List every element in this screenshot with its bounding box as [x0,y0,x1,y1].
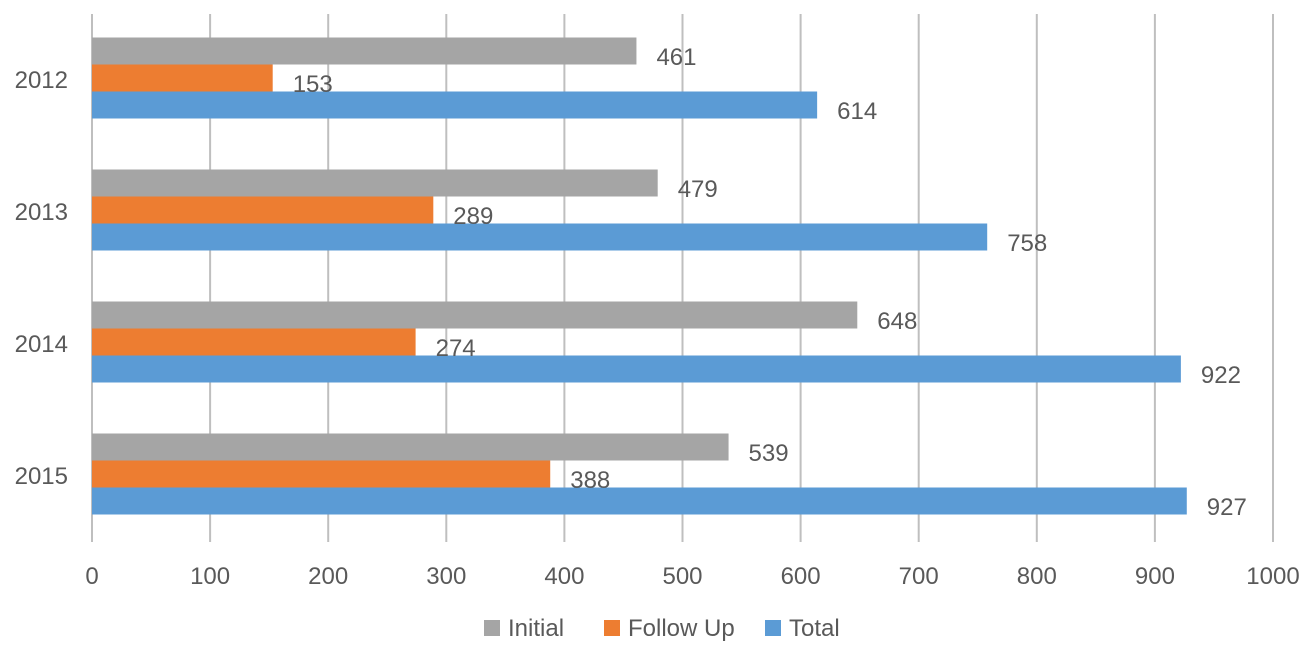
bar-total [92,91,818,119]
bar-initial [92,37,637,65]
legend-label: Initial [508,615,564,642]
x-tick-label: 900 [1135,563,1175,590]
legend-swatch [484,620,500,636]
data-label: 648 [877,308,917,335]
data-label: 927 [1207,494,1247,521]
data-label: 479 [678,176,718,203]
data-label: 758 [1007,230,1047,257]
x-tick-label: 400 [544,563,584,590]
bar-total [92,355,1181,383]
y-axis-category-labels: 2012 2013 2014 2015 [15,67,68,490]
x-tick-label: 500 [662,563,702,590]
data-label: 388 [570,467,610,494]
x-tick-label: 1000 [1246,563,1299,590]
legend: Initial Follow Up Total [484,615,840,642]
x-tick-label: 700 [899,563,939,590]
x-tick-label: 200 [308,563,348,590]
data-label: 539 [749,440,789,467]
bar-initial [92,169,658,197]
legend-swatch [604,620,620,636]
legend-label: Total [789,615,840,642]
x-tick-label: 800 [1017,563,1057,590]
data-label: 274 [436,335,476,362]
bar-initial [92,301,858,329]
bars [92,37,1187,515]
x-tick-label: 300 [426,563,466,590]
x-tick-label: 0 [85,563,98,590]
bar-follow-up [92,64,273,92]
data-label: 153 [293,71,333,98]
data-label: 614 [837,98,877,125]
data-label: 289 [453,203,493,230]
bar-total [92,487,1187,515]
data-label: 922 [1201,362,1241,389]
category-label: 2014 [15,331,68,358]
x-tick-label: 600 [781,563,821,590]
data-label: 461 [656,44,696,71]
category-label: 2013 [15,199,68,226]
x-axis-tick-labels: 0 100 200 300 400 500 600 700 800 900 1000 [85,563,1299,590]
legend-swatch [765,620,781,636]
bar-follow-up [92,328,416,356]
bar-total [92,223,988,251]
category-label: 2012 [15,67,68,94]
x-tick-label: 100 [190,563,230,590]
data-labels: 461 153 614 479 289 758 648 274 922 539 388 927 [293,44,1247,521]
category-label: 2015 [15,463,68,490]
bar-follow-up [92,196,434,224]
bar-initial [92,433,729,461]
bar-follow-up [92,460,551,488]
legend-label: Follow Up [628,615,735,642]
